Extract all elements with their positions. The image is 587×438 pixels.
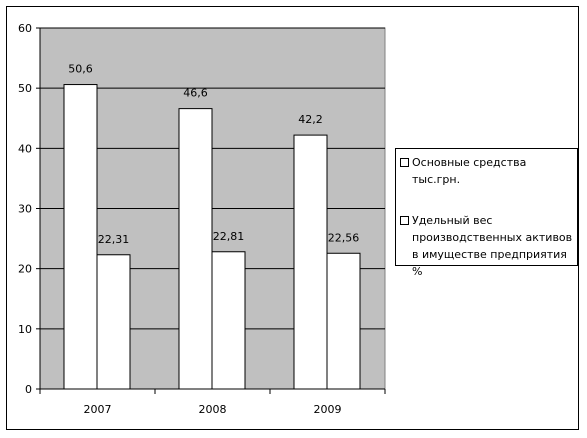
x-tick-label: 2009	[314, 403, 342, 416]
bar	[178, 108, 213, 390]
legend-label: Основные средства тыс.грн.	[412, 156, 527, 186]
y-tick-label: 60	[18, 22, 32, 35]
data-labels: 50,6 46,6 42,2 22,31 22,81 22,56	[68, 63, 359, 246]
bar	[63, 84, 98, 390]
data-label: 50,6	[68, 63, 93, 76]
x-tick-label: 2008	[199, 403, 227, 416]
bar	[96, 254, 131, 390]
axes: 0 10 20 30 40 50 60 2007 2008 2009	[18, 22, 386, 416]
y-tick-label: 50	[18, 82, 32, 95]
legend-swatch	[400, 158, 409, 167]
data-label: 46,6	[183, 87, 208, 100]
bars	[63, 84, 361, 390]
y-tick-label: 0	[25, 383, 32, 396]
data-label: 42,2	[298, 113, 323, 126]
data-label: 22,31	[98, 233, 130, 246]
legend-item-fixed-assets: Основные средства тыс.грн.	[400, 154, 572, 188]
legend-item-share: Удельный вес производственных активов в …	[400, 212, 574, 280]
y-tick-label: 10	[18, 323, 32, 336]
data-label: 22,56	[328, 231, 360, 244]
legend-swatch	[400, 216, 409, 225]
bar	[211, 251, 246, 390]
data-label: 22,81	[213, 230, 245, 243]
y-tick-label: 40	[18, 142, 32, 155]
legend-label: Удельный вес производственных активов в …	[412, 214, 573, 278]
legend: Основные средства тыс.грн. Удельный вес …	[395, 148, 578, 278]
bar	[293, 134, 328, 390]
x-tick-label: 2007	[84, 403, 112, 416]
y-tick-label: 20	[18, 263, 32, 276]
y-tick-label: 30	[18, 203, 32, 216]
bar	[326, 252, 361, 390]
